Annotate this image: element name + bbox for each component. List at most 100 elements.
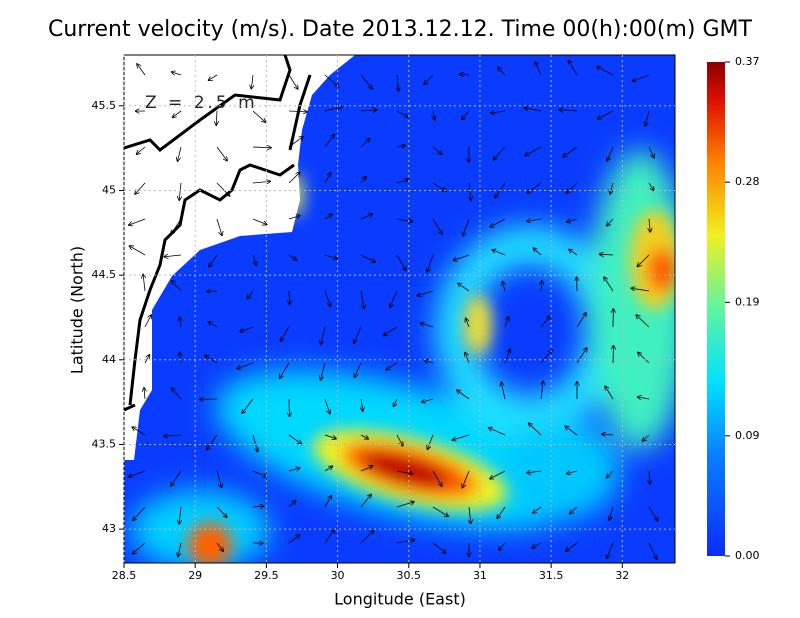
flow-arrow: [432, 218, 442, 234]
flow-arrows: [129, 61, 658, 560]
flow-arrow: [240, 326, 254, 332]
y-tick-label: 43: [102, 522, 116, 535]
flow-arrow: [527, 471, 542, 473]
flow-arrow: [324, 74, 339, 87]
flow-arrow: [383, 326, 398, 335]
flow-arrow: [252, 254, 256, 265]
flow-arrow: [492, 250, 506, 256]
flow-arrow: [540, 350, 552, 364]
colorbar-tick-label: 0.28: [735, 175, 760, 188]
flow-arrow: [288, 434, 301, 444]
x-tick-label: 30.5: [397, 569, 422, 582]
y-axis-label: Latitude (North): [68, 246, 87, 374]
x-tick-label: 29.5: [254, 569, 279, 582]
flow-arrow: [421, 323, 434, 328]
flow-arrow: [535, 62, 542, 76]
flow-arrow: [504, 317, 509, 328]
flow-arrow: [638, 397, 650, 399]
y-tick-label: 44.5: [92, 268, 117, 281]
flow-arrow: [216, 542, 223, 551]
flow-arrow: [208, 322, 218, 328]
flow-arrow: [422, 398, 434, 402]
flow-arrow: [462, 110, 470, 119]
flow-arrow: [205, 355, 218, 364]
x-tick-label: 30: [331, 569, 345, 582]
flow-arrow: [396, 254, 406, 270]
flow-arrow: [173, 110, 182, 117]
flow-arrow: [360, 495, 371, 508]
flow-arrow: [216, 218, 222, 235]
flow-arrow: [645, 110, 650, 126]
flow-arrow: [360, 139, 370, 148]
flow-arrow: [247, 290, 254, 299]
flow-arrow: [172, 72, 182, 75]
flow-arrow: [251, 74, 253, 89]
flow-arrow: [559, 110, 578, 111]
y-tick-label: 43.5: [92, 437, 117, 450]
flow-arrow: [524, 108, 542, 112]
flow-arrow: [527, 219, 542, 221]
flow-arrow: [457, 390, 470, 400]
flow-arrow: [324, 530, 334, 544]
flow-arrow: [648, 542, 657, 559]
flow-arrow: [288, 111, 307, 112]
flow-arrow: [252, 147, 271, 148]
flow-arrow: [288, 172, 300, 184]
flow-arrow: [288, 535, 300, 544]
flow-arrow: [648, 182, 654, 190]
flow-arrow: [396, 219, 412, 222]
flow-arrow: [462, 470, 470, 488]
flow-arrow: [604, 277, 614, 292]
flow-arrow: [252, 181, 270, 183]
flow-arrow: [648, 506, 658, 521]
flow-arrow: [566, 542, 578, 551]
flow-arrow: [164, 435, 182, 436]
flow-arrow: [600, 254, 614, 255]
flow-arrow: [636, 315, 650, 328]
flow-arrow: [252, 470, 266, 477]
flow-arrow: [129, 470, 146, 477]
flow-arrow: [324, 496, 331, 508]
flow-arrow: [637, 254, 650, 266]
flow-arrow: [607, 470, 614, 478]
flow-arrow: [360, 434, 368, 439]
flow-arrow: [354, 326, 362, 343]
flow-arrow: [541, 381, 543, 400]
flow-arrow: [469, 506, 471, 523]
flow-arrow: [565, 426, 578, 436]
x-axis-label: Longitude (East): [334, 590, 466, 609]
flow-arrow: [602, 434, 614, 435]
x-tick-label: 32: [615, 569, 629, 582]
x-tick-label: 29: [188, 569, 202, 582]
flow-arrow: [498, 67, 506, 76]
flow-arrow: [607, 146, 614, 161]
flow-arrow: [252, 110, 265, 122]
flow-arrow: [360, 531, 374, 544]
x-tick-label: 31: [473, 569, 487, 582]
flow-arrow: [417, 290, 434, 296]
y-tick-label: 45: [102, 183, 116, 196]
flow-arrow: [469, 182, 471, 200]
flow-arrow: [324, 466, 332, 472]
flow-arrow: [360, 290, 364, 309]
flow-arrow: [463, 218, 470, 236]
flow-arrow: [529, 423, 542, 436]
flow-arrow: [610, 182, 613, 194]
flow-arrow: [171, 388, 182, 400]
flow-arrow: [132, 427, 146, 436]
flow-arrow: [453, 254, 470, 260]
flow-arrow: [540, 316, 550, 328]
flow-arrow: [135, 182, 146, 194]
flow-arrow: [288, 216, 300, 220]
flow-arrow: [288, 468, 300, 472]
flow-arrow: [216, 110, 217, 125]
flow-arrow: [607, 218, 614, 226]
flow-arrow: [499, 542, 506, 550]
flow-arrow: [503, 282, 505, 292]
flow-arrow: [493, 146, 506, 160]
flow-arrow: [465, 353, 470, 364]
flow-arrow: [144, 388, 145, 400]
flow-arrow: [360, 74, 372, 89]
flow-arrow: [180, 352, 181, 364]
